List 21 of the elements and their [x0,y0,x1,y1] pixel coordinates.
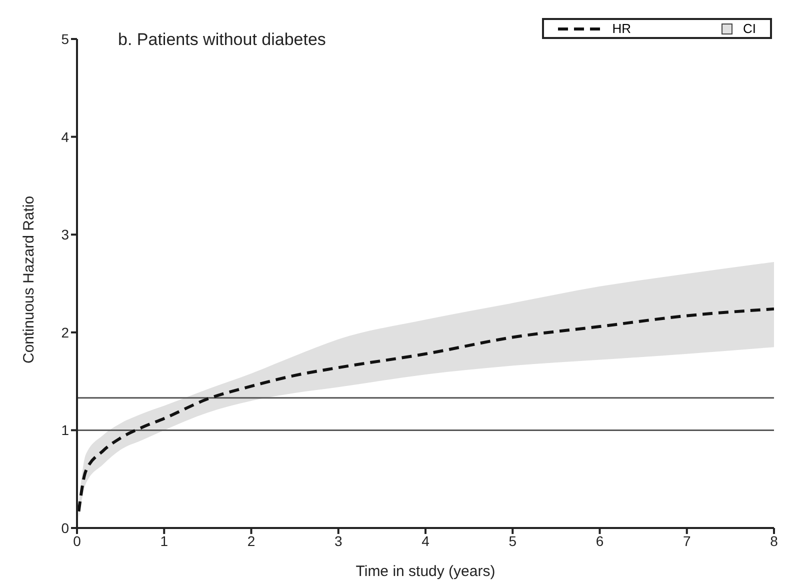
y-tick-label: 3 [61,226,70,243]
x-tick-label: 0 [73,532,82,549]
line-series [77,307,774,513]
y-tick-label: 4 [61,128,70,145]
x-tick-label: 2 [247,532,256,549]
y-tick-label: 1 [61,422,70,438]
x-tick-label: 4 [422,532,430,549]
x-tick-label: 1 [160,532,168,549]
x-tick-label: 6 [596,532,604,549]
x-axis-title: Time in study (years) [356,563,496,580]
y-tick-label: 0 [61,520,70,536]
y-tick-label: 2 [61,324,70,340]
chart-title: b. Patients without diabetes [118,30,326,50]
x-tick-label: 3 [334,532,342,549]
y-tick-label: 5 [61,30,70,47]
legend-label: HR [611,21,631,36]
y-axis-title: Continuous Hazard Ratio [20,196,38,364]
text: CI [742,21,756,36]
x-tick-label: 8 [770,532,778,549]
x-tick-label: 5 [508,532,517,549]
x-tick-label: 7 [682,532,691,549]
